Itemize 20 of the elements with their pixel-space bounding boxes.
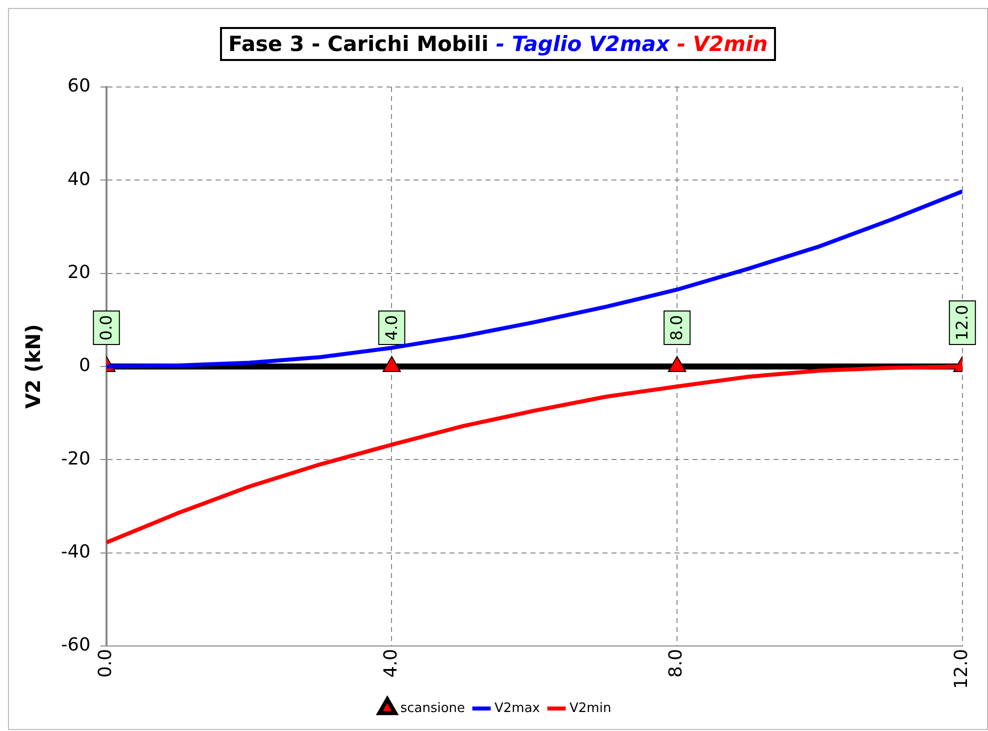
y-tick-label: -40 [60, 541, 90, 562]
x-tick-label: 12.0 [951, 648, 972, 689]
x-tick-label: 0.0 [95, 648, 116, 678]
y-tick-label: 0 [78, 355, 90, 376]
x-tick-label: 4.0 [380, 648, 402, 678]
annotation: 4.0 [382, 315, 401, 340]
y-axis-title: V2 (kN) [21, 324, 46, 409]
legend-label: V2min [570, 700, 612, 716]
y-tick-label: -60 [60, 634, 90, 656]
annotation: 0.0 [96, 315, 116, 340]
y-tick-label: 60 [67, 76, 90, 97]
annotation: 12.0 [952, 304, 972, 340]
annotation: 8.0 [667, 315, 686, 340]
legend-label: scansione [400, 700, 466, 716]
y-tick-label: 40 [67, 168, 90, 190]
y-tick-label: 20 [67, 262, 90, 283]
x-tick-label: 8.0 [666, 648, 687, 678]
chart-title: Fase 3 - Carichi Mobili - Taglio V2max - V2min [228, 32, 768, 56]
y-tick-label: -20 [60, 448, 90, 470]
legend-label: V2max [494, 700, 540, 716]
